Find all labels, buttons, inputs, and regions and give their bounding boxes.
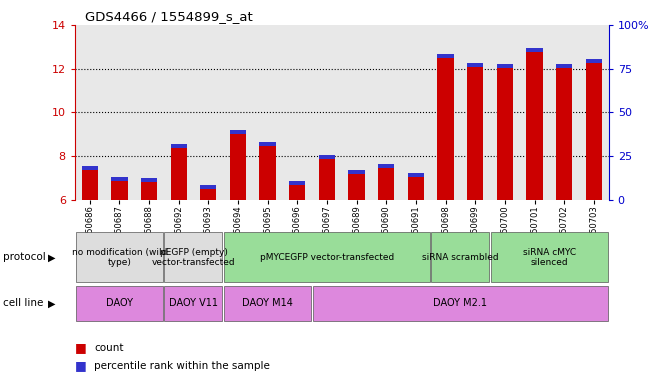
Bar <box>586 59 602 200</box>
Text: pMYCEGFP vector-transfected: pMYCEGFP vector-transfected <box>260 253 394 262</box>
Bar <box>348 170 365 200</box>
Bar <box>111 177 128 200</box>
Text: DAOY: DAOY <box>106 298 133 308</box>
Bar <box>527 48 543 200</box>
Bar <box>497 64 513 68</box>
Text: no modification (wild
type): no modification (wild type) <box>72 248 167 267</box>
Text: ■: ■ <box>75 359 87 372</box>
Bar <box>556 64 572 68</box>
Bar <box>556 64 572 200</box>
Text: DAOY M14: DAOY M14 <box>242 298 293 308</box>
Bar <box>467 63 484 200</box>
Bar <box>230 130 246 134</box>
Bar <box>141 178 157 182</box>
Bar <box>111 177 128 181</box>
Bar <box>141 178 157 200</box>
Text: ■: ■ <box>75 341 87 354</box>
Text: siRNA cMYC
silenced: siRNA cMYC silenced <box>523 248 576 267</box>
Bar <box>81 166 98 170</box>
Bar <box>319 155 335 200</box>
Bar <box>260 142 276 200</box>
Bar <box>319 155 335 159</box>
Bar <box>378 164 395 200</box>
Bar <box>289 181 305 185</box>
Bar <box>467 63 484 67</box>
Bar <box>81 166 98 200</box>
Bar <box>408 174 424 177</box>
Bar <box>408 174 424 200</box>
Bar <box>289 181 305 200</box>
Text: GDS4466 / 1554899_s_at: GDS4466 / 1554899_s_at <box>85 10 253 23</box>
Text: DAOY V11: DAOY V11 <box>169 298 218 308</box>
Bar <box>527 48 543 52</box>
Bar <box>437 55 454 200</box>
Text: protocol: protocol <box>3 252 46 262</box>
Text: count: count <box>94 343 124 353</box>
Bar <box>378 164 395 167</box>
Text: DAOY M2.1: DAOY M2.1 <box>434 298 488 308</box>
Text: ▶: ▶ <box>48 252 55 262</box>
Text: siRNA scrambled: siRNA scrambled <box>422 253 499 262</box>
Bar <box>171 144 187 148</box>
Bar <box>200 185 217 200</box>
Bar <box>497 64 513 200</box>
Text: pEGFP (empty)
vector-transfected: pEGFP (empty) vector-transfected <box>152 248 235 267</box>
Bar <box>200 185 217 189</box>
Text: percentile rank within the sample: percentile rank within the sample <box>94 361 270 371</box>
Bar <box>171 144 187 200</box>
Bar <box>260 142 276 146</box>
Text: cell line: cell line <box>3 298 44 308</box>
Bar <box>348 170 365 174</box>
Text: ▶: ▶ <box>48 298 55 308</box>
Bar <box>586 59 602 63</box>
Bar <box>437 55 454 58</box>
Bar <box>230 130 246 200</box>
